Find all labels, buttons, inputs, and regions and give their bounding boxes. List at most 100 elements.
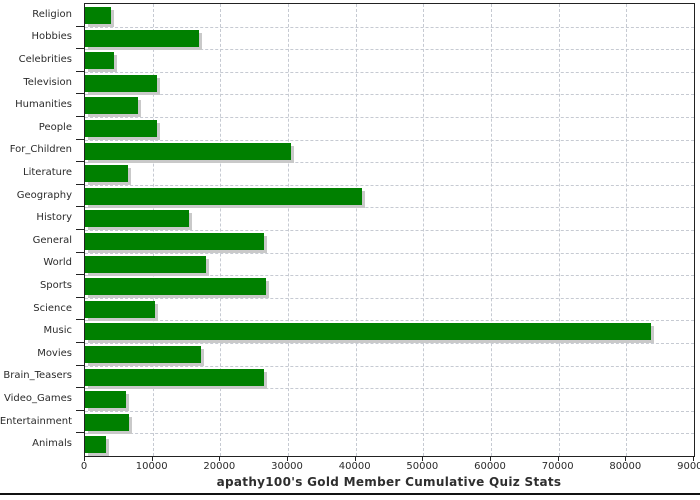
x-axis-tick-label: 80000 — [609, 461, 642, 472]
gridline-horizontal — [85, 184, 694, 186]
x-axis-tick-label: 20000 — [203, 461, 236, 472]
y-axis-label: People — [38, 121, 72, 133]
gridline-horizontal — [85, 297, 694, 299]
y-axis-label: History — [36, 212, 72, 224]
x-axis-tick — [354, 457, 356, 461]
gridline-horizontal — [85, 162, 694, 164]
bar-movies — [85, 346, 201, 363]
bar-humanities — [85, 97, 138, 115]
gridline-horizontal — [85, 94, 694, 96]
x-axis-tick — [219, 457, 221, 461]
bar-television — [85, 74, 157, 92]
y-axis-label: Religion — [32, 8, 72, 20]
bar-history — [85, 210, 189, 228]
plot-area — [84, 3, 695, 457]
gridline-horizontal — [85, 207, 694, 209]
bar-geography — [85, 187, 362, 205]
bar-hobbies — [85, 29, 199, 47]
x-axis-tick — [693, 457, 694, 461]
y-axis-tick — [76, 342, 85, 343]
y-axis-tick — [76, 296, 85, 298]
gridline-horizontal — [85, 365, 694, 367]
y-axis-tick — [76, 432, 85, 434]
y-axis-label: General — [32, 234, 72, 246]
x-axis-tick — [625, 457, 627, 461]
gridline-horizontal — [85, 49, 694, 51]
y-axis-tick — [76, 387, 85, 389]
gridline-horizontal — [85, 252, 694, 254]
y-axis-label: Animals — [32, 438, 72, 450]
gridline-horizontal — [85, 71, 694, 73]
gridline-horizontal — [85, 410, 694, 412]
y-axis-tick — [76, 70, 85, 72]
gridline-horizontal — [85, 139, 694, 141]
bar-celebrities — [85, 52, 114, 70]
y-axis-label: Video_Games — [4, 392, 72, 404]
y-axis-label: Entertainment — [0, 415, 72, 427]
bar-music — [85, 323, 651, 341]
y-axis-label: Brain_Teasers — [3, 370, 72, 382]
y-axis-tick — [76, 48, 85, 50]
y-axis-tick — [76, 206, 85, 208]
y-axis-label: Television — [23, 76, 72, 88]
y-axis-label: Literature — [23, 166, 72, 178]
bar-general — [85, 233, 264, 250]
y-axis-label: Humanities — [15, 99, 72, 111]
bar-for_children — [85, 142, 291, 160]
y-axis-label: For_Children — [9, 144, 72, 156]
y-axis-tick — [76, 138, 85, 140]
bottom-divider — [0, 493, 700, 495]
x-axis-tick-label: 0 — [80, 461, 88, 472]
gridline-horizontal — [85, 320, 694, 322]
y-axis-tick — [76, 409, 85, 411]
x-axis-tick — [557, 457, 559, 461]
y-axis-tick — [76, 251, 85, 253]
bar-video_games — [85, 391, 126, 409]
y-axis-tick — [76, 229, 85, 230]
x-axis-tick-label: 70000 — [541, 461, 574, 472]
gridline-horizontal — [85, 343, 694, 344]
y-axis-tick — [76, 319, 85, 321]
bar-sports — [85, 278, 266, 296]
bar-animals — [85, 436, 106, 454]
x-axis-tick-label: 50000 — [406, 461, 439, 472]
y-axis-tick — [76, 274, 85, 276]
y-axis-label: Music — [43, 325, 72, 337]
bar-brain_teasers — [85, 368, 264, 386]
bar-religion — [85, 7, 111, 24]
gridline-horizontal — [85, 117, 694, 118]
y-axis-label: Science — [33, 302, 72, 314]
y-axis-label: Celebrities — [18, 53, 72, 65]
bar-literature — [85, 165, 128, 183]
x-axis-tick — [422, 457, 424, 461]
y-axis-label: Hobbies — [31, 31, 72, 43]
bar-science — [85, 300, 155, 318]
y-axis-tick — [76, 183, 85, 185]
x-axis-tick-label: 10000 — [135, 461, 168, 472]
x-axis-tick-label: 30000 — [271, 461, 303, 472]
x-axis-tick-label: 90000 — [677, 461, 700, 472]
gridline-horizontal — [85, 26, 694, 28]
bar-entertainment — [85, 413, 129, 431]
y-axis-label: Sports — [39, 279, 72, 291]
x-axis-tick-label: 40000 — [338, 461, 371, 472]
chart-title: apathy100's Gold Member Cumulative Quiz … — [216, 475, 562, 489]
x-axis-tick — [287, 457, 288, 461]
y-axis-label: Geography — [16, 189, 72, 201]
x-axis-tick — [490, 457, 491, 461]
gridline-horizontal — [85, 275, 694, 277]
gridline-horizontal — [85, 230, 694, 231]
x-axis-tick — [151, 457, 153, 461]
gridline-horizontal — [85, 388, 694, 390]
bar-people — [85, 120, 157, 137]
y-axis-tick — [76, 116, 85, 117]
y-axis-tick — [76, 364, 85, 366]
x-axis-tick-label: 60000 — [474, 461, 506, 472]
x-axis-tick — [84, 457, 85, 461]
y-axis-tick — [76, 161, 85, 163]
bar-world — [85, 255, 206, 273]
y-axis-tick — [76, 25, 85, 27]
y-axis-tick — [76, 93, 85, 95]
gridline-horizontal — [85, 433, 694, 435]
